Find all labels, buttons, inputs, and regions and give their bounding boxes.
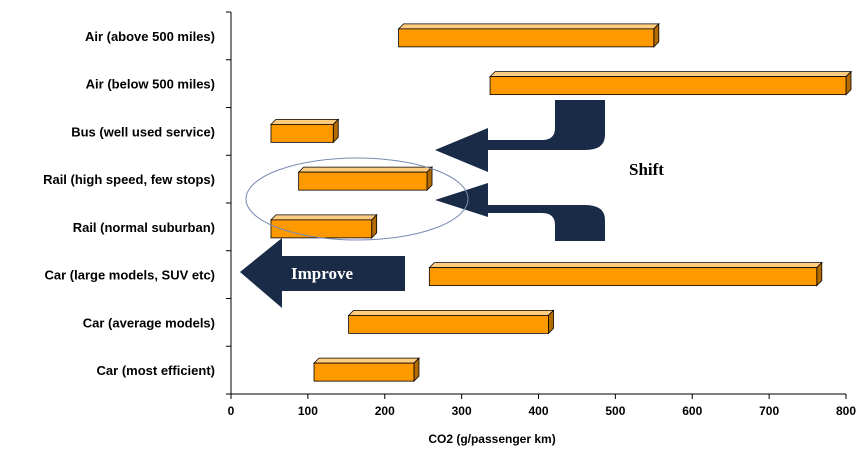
range-bar-face xyxy=(489,76,847,96)
category-label: Rail (normal suburban) xyxy=(73,220,215,235)
shift-arrow-upper-icon xyxy=(435,100,605,172)
shift-arrows xyxy=(435,100,605,241)
range-bar-top xyxy=(489,71,852,78)
category-label: Rail (high speed, few stops) xyxy=(43,172,215,187)
improve-label: Improve xyxy=(291,264,353,283)
range-bar xyxy=(313,357,420,383)
category-label: Car (most efficient) xyxy=(97,363,215,378)
range-bar-top xyxy=(347,309,555,316)
x-axis-title: CO2 (g/passenger km) xyxy=(428,432,555,446)
range-bar xyxy=(297,166,433,192)
x-tick-label: 100 xyxy=(298,404,318,418)
x-tick-label: 0 xyxy=(228,404,235,418)
x-tick-label: 800 xyxy=(836,404,856,418)
category-label: Bus (well used service) xyxy=(71,124,215,139)
x-tick-label: 700 xyxy=(759,404,779,418)
range-bar xyxy=(397,22,660,48)
range-bar-top xyxy=(270,118,340,125)
range-bar-face xyxy=(313,362,415,382)
range-bar xyxy=(270,118,340,144)
range-bar xyxy=(270,213,378,239)
rail-highlight-ellipse xyxy=(245,157,469,241)
category-labels: Air (above 500 miles) Air (below 500 mile… xyxy=(43,29,215,378)
category-label: Car (average models) xyxy=(83,315,215,330)
improve-arrow-icon xyxy=(240,238,405,308)
shift-label: Shift xyxy=(629,160,664,179)
range-bar xyxy=(428,261,823,287)
category-label: Car (large models, SUV etc) xyxy=(45,268,216,283)
category-label: Air (below 500 miles) xyxy=(86,77,215,92)
range-bar-top xyxy=(313,357,420,364)
category-label: Air (above 500 miles) xyxy=(85,29,215,44)
x-tick-label: 400 xyxy=(528,404,548,418)
x-tick-labels: 0 100 200 300 400 500 600 700 800 xyxy=(228,404,857,418)
range-bar-top xyxy=(270,214,378,221)
range-bar-top xyxy=(397,23,660,30)
range-bars xyxy=(270,22,852,383)
range-bar-face xyxy=(398,28,655,48)
range-bar-top xyxy=(297,166,433,173)
x-tick-label: 200 xyxy=(375,404,395,418)
x-tick-label: 600 xyxy=(682,404,702,418)
range-bar xyxy=(489,70,852,96)
range-bar-top xyxy=(428,262,823,269)
range-bar-face xyxy=(348,314,549,334)
x-tick-label: 500 xyxy=(605,404,625,418)
range-bar xyxy=(347,309,555,335)
range-bar-face xyxy=(270,219,373,239)
shift-arrow-lower-icon xyxy=(435,183,605,241)
range-bar-face xyxy=(428,267,818,287)
range-bar-face xyxy=(270,123,334,143)
x-tick-label: 300 xyxy=(452,404,472,418)
range-bar-face xyxy=(298,171,428,191)
axis-ticks xyxy=(226,11,847,399)
